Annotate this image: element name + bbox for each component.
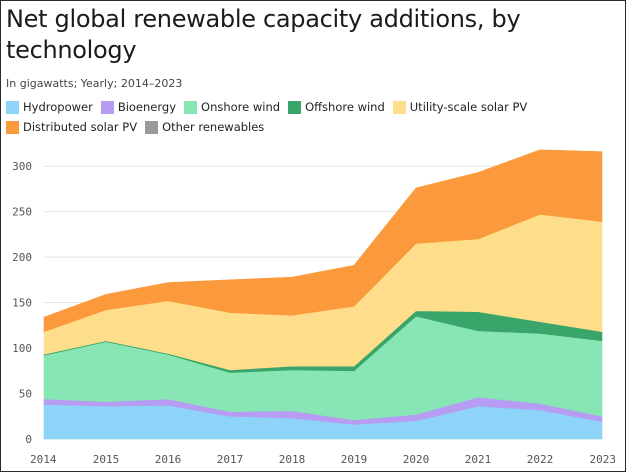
y-tick-label: 200 <box>12 251 32 264</box>
y-tick-label: 150 <box>12 297 32 310</box>
x-tick-label: 2019 <box>341 453 368 466</box>
x-tick-label: 2020 <box>403 453 430 466</box>
legend-swatch <box>6 121 19 134</box>
area-distributed-solar-pv <box>43 149 603 333</box>
legend-label: Offshore wind <box>305 100 385 114</box>
y-tick-label: 50 <box>19 388 32 401</box>
legend-swatch <box>145 121 159 134</box>
y-tick-label: 250 <box>12 206 32 219</box>
x-tick-label: 2022 <box>527 453 554 466</box>
x-tick-label: 2015 <box>93 453 120 466</box>
x-tick-label: 2017 <box>217 453 244 466</box>
legend-item-onshore-wind: Onshore wind <box>184 99 280 116</box>
legend-item-distributed-solar-pv: Distributed solar PV <box>6 119 137 136</box>
chart-subtitle: In gigawatts; Yearly; 2014–2023 <box>6 77 183 90</box>
legend-item-offshore-wind: Offshore wind <box>288 99 385 116</box>
legend-swatch <box>288 101 302 114</box>
x-axis-labels: 2014 2015 2016 2017 2018 2019 2020 2021 2022 2023 <box>30 453 616 466</box>
legend-item-other-renewables: Other renewables <box>145 119 264 136</box>
y-tick-label: 300 <box>12 160 32 173</box>
x-tick-label: 2014 <box>30 453 57 466</box>
legend-label: Utility-scale solar PV <box>409 100 528 114</box>
y-tick-label: 0 <box>25 433 32 446</box>
legend: Hydropower Bioenergy Onshore wind Offshore … <box>6 99 606 139</box>
x-tick-label: 2023 <box>590 453 617 466</box>
legend-label: Hydropower <box>23 100 93 114</box>
x-tick-label: 2021 <box>465 453 492 466</box>
legend-label: Distributed solar PV <box>23 120 138 134</box>
y-axis-labels: 0 50 100 150 200 250 300 <box>12 160 32 446</box>
x-tick-label: 2018 <box>279 453 306 466</box>
legend-swatch <box>184 101 198 114</box>
series-areas <box>43 149 603 440</box>
y-tick-label: 100 <box>12 342 32 355</box>
legend-label: Bioenergy <box>117 100 177 114</box>
legend-label: Onshore wind <box>201 100 281 114</box>
legend-swatch <box>392 101 406 114</box>
legend-swatch <box>100 101 114 114</box>
legend-label: Other renewables <box>162 120 265 134</box>
legend-item-utility-scale-solar-pv: Utility-scale solar PV <box>392 99 528 116</box>
legend-item-bioenergy: Bioenergy <box>100 99 177 116</box>
legend-swatch <box>6 101 19 114</box>
legend-item-hydropower: Hydropower <box>6 99 93 116</box>
chart-title: Net global renewable capacity additions,… <box>6 5 521 64</box>
x-tick-label: 2016 <box>155 453 182 466</box>
